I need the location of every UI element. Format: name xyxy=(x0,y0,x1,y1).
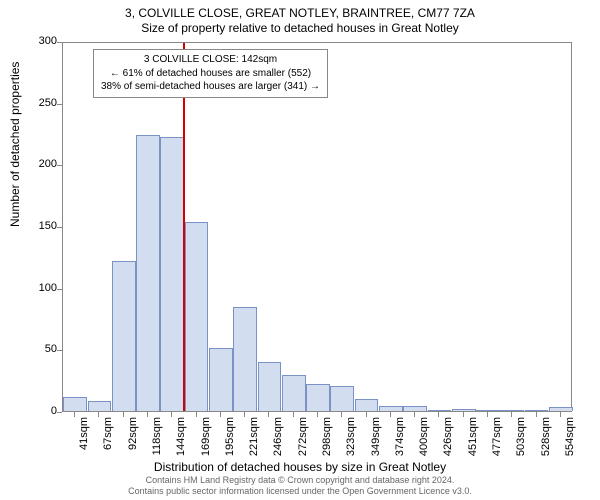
x-tick xyxy=(220,412,221,417)
x-tick xyxy=(74,412,75,417)
x-tick-label: 195sqm xyxy=(224,417,236,467)
histogram-bar xyxy=(476,410,500,411)
histogram-bar xyxy=(500,410,524,411)
x-tick-label: 528sqm xyxy=(540,417,552,467)
x-tick-label: 298sqm xyxy=(321,417,333,467)
histogram-bar xyxy=(258,362,282,411)
histogram-bar xyxy=(379,406,403,411)
y-axis-label: Number of detached properties xyxy=(8,62,22,227)
x-tick-label: 118sqm xyxy=(151,417,163,467)
title-block: 3, COLVILLE CLOSE, GREAT NOTLEY, BRAINTR… xyxy=(0,0,600,35)
histogram-bar xyxy=(403,406,427,411)
footer-line2: Contains public sector information licen… xyxy=(0,486,600,497)
y-tick xyxy=(57,412,62,413)
marker-line xyxy=(183,43,185,411)
y-tick xyxy=(57,227,62,228)
histogram-bar xyxy=(428,410,452,411)
y-tick xyxy=(57,289,62,290)
x-tick xyxy=(560,412,561,417)
y-tick xyxy=(57,42,62,43)
x-tick-label: 400sqm xyxy=(418,417,430,467)
y-tick-label: 0 xyxy=(51,405,57,417)
chart-title-line2: Size of property relative to detached ho… xyxy=(0,21,600,35)
x-tick xyxy=(171,412,172,417)
x-tick xyxy=(536,412,537,417)
x-tick xyxy=(366,412,367,417)
x-tick-label: 67sqm xyxy=(102,417,114,467)
x-tick-label: 246sqm xyxy=(272,417,284,467)
x-tick xyxy=(390,412,391,417)
x-tick-label: 323sqm xyxy=(345,417,357,467)
footer-line1: Contains HM Land Registry data © Crown c… xyxy=(0,475,600,486)
x-tick xyxy=(123,412,124,417)
x-tick xyxy=(414,412,415,417)
histogram-bar xyxy=(209,348,233,411)
histogram-bar xyxy=(233,307,257,411)
x-tick xyxy=(487,412,488,417)
x-tick-label: 374sqm xyxy=(394,417,406,467)
histogram-bar xyxy=(330,386,354,411)
histogram-bar xyxy=(136,135,160,411)
histogram-bar xyxy=(355,399,379,411)
x-tick-label: 426sqm xyxy=(442,417,454,467)
x-tick xyxy=(196,412,197,417)
x-tick xyxy=(463,412,464,417)
histogram-bar xyxy=(185,222,209,411)
chart-container: 3, COLVILLE CLOSE, GREAT NOTLEY, BRAINTR… xyxy=(0,0,600,500)
y-tick-label: 50 xyxy=(45,343,57,355)
histogram-bar xyxy=(112,261,136,411)
histogram-bar xyxy=(452,409,476,411)
y-tick-label: 200 xyxy=(39,158,57,170)
histogram-bar xyxy=(282,375,306,411)
x-tick xyxy=(147,412,148,417)
x-tick xyxy=(341,412,342,417)
y-tick xyxy=(57,104,62,105)
x-tick xyxy=(293,412,294,417)
x-tick-label: 41sqm xyxy=(78,417,90,467)
y-tick-label: 300 xyxy=(39,35,57,47)
histogram-bar xyxy=(525,410,549,411)
chart-title-line1: 3, COLVILLE CLOSE, GREAT NOTLEY, BRAINTR… xyxy=(0,6,600,20)
chart-plot-area: 3 COLVILLE CLOSE: 142sqm ← 61% of detach… xyxy=(62,42,572,412)
y-tick xyxy=(57,165,62,166)
x-tick-label: 169sqm xyxy=(200,417,212,467)
histogram-bar xyxy=(63,397,87,411)
histogram-bar xyxy=(306,384,330,411)
x-tick xyxy=(511,412,512,417)
histogram-bar xyxy=(549,407,573,411)
y-tick-label: 150 xyxy=(39,220,57,232)
x-tick xyxy=(244,412,245,417)
y-tick-label: 100 xyxy=(39,282,57,294)
histogram-bar xyxy=(88,401,112,411)
x-tick-label: 272sqm xyxy=(297,417,309,467)
x-tick xyxy=(438,412,439,417)
x-tick xyxy=(268,412,269,417)
x-tick-label: 554sqm xyxy=(564,417,576,467)
x-tick-label: 144sqm xyxy=(175,417,187,467)
x-tick xyxy=(317,412,318,417)
chart-footer: Contains HM Land Registry data © Crown c… xyxy=(0,475,600,498)
y-tick xyxy=(57,350,62,351)
annotation-box: 3 COLVILLE CLOSE: 142sqm ← 61% of detach… xyxy=(93,49,328,98)
x-tick-label: 503sqm xyxy=(515,417,527,467)
annotation-line2: ← 61% of detached houses are smaller (55… xyxy=(101,67,320,81)
x-tick xyxy=(98,412,99,417)
annotation-line3: 38% of semi-detached houses are larger (… xyxy=(101,80,320,94)
x-tick-label: 221sqm xyxy=(248,417,260,467)
histogram-bar xyxy=(160,137,184,411)
x-tick-label: 92sqm xyxy=(127,417,139,467)
y-tick-label: 250 xyxy=(39,97,57,109)
x-tick-label: 349sqm xyxy=(370,417,382,467)
annotation-line1: 3 COLVILLE CLOSE: 142sqm xyxy=(101,53,320,67)
x-tick-label: 477sqm xyxy=(491,417,503,467)
x-tick-label: 451sqm xyxy=(467,417,479,467)
